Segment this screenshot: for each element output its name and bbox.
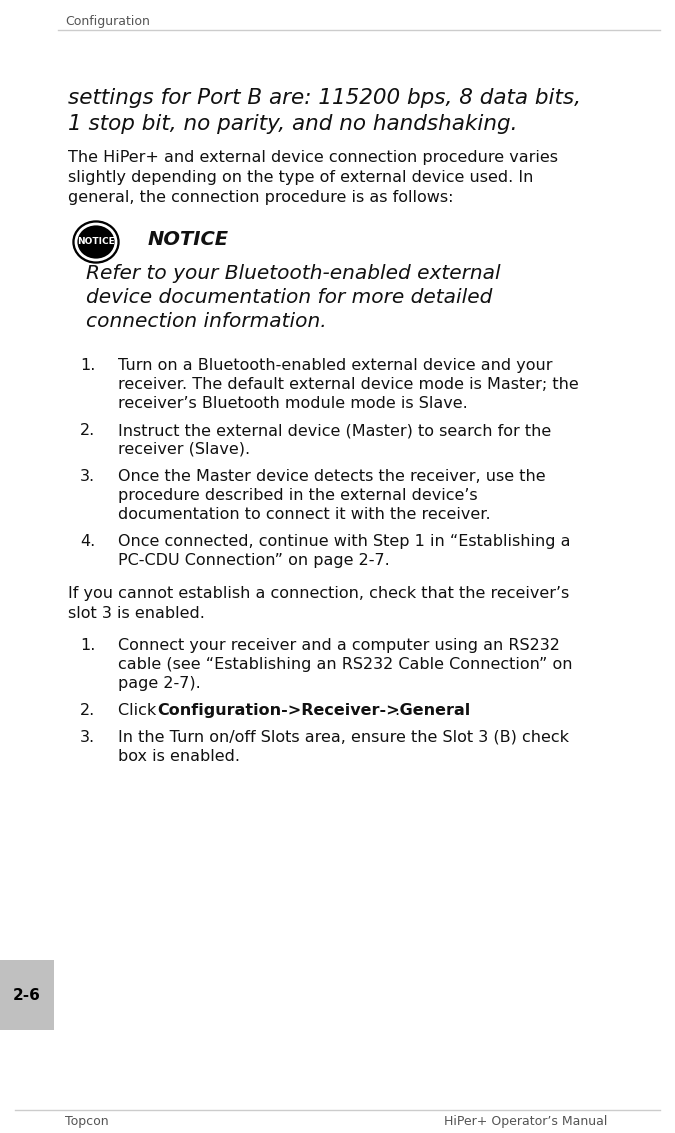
Text: Connect your receiver and a computer using an RS232: Connect your receiver and a computer usi… bbox=[118, 638, 560, 653]
Text: NOTICE: NOTICE bbox=[77, 238, 115, 247]
Text: HiPer+ Operator’s Manual: HiPer+ Operator’s Manual bbox=[443, 1116, 607, 1128]
Text: procedure described in the external device’s: procedure described in the external devi… bbox=[118, 488, 478, 503]
Text: In the Turn on/off Slots area, ensure the Slot 3 (B) check: In the Turn on/off Slots area, ensure th… bbox=[118, 730, 569, 746]
Text: Click: Click bbox=[118, 702, 161, 718]
Text: Turn on a Bluetooth-enabled external device and your: Turn on a Bluetooth-enabled external dev… bbox=[118, 358, 553, 373]
Text: NOTICE: NOTICE bbox=[148, 230, 229, 249]
Text: Refer to your Bluetooth-enabled external: Refer to your Bluetooth-enabled external bbox=[86, 264, 501, 283]
FancyBboxPatch shape bbox=[0, 960, 54, 1030]
Text: receiver’s Bluetooth module mode is Slave.: receiver’s Bluetooth module mode is Slav… bbox=[118, 397, 468, 411]
Text: 1.: 1. bbox=[80, 638, 95, 653]
Text: slot 3 is enabled.: slot 3 is enabled. bbox=[68, 606, 205, 621]
Text: Once connected, continue with Step 1 in “Establishing a: Once connected, continue with Step 1 in … bbox=[118, 534, 570, 550]
Text: The HiPer+ and external device connection procedure varies: The HiPer+ and external device connectio… bbox=[68, 150, 558, 165]
Text: general, the connection procedure is as follows:: general, the connection procedure is as … bbox=[68, 190, 454, 205]
Text: slightly depending on the type of external device used. In: slightly depending on the type of extern… bbox=[68, 170, 533, 185]
Text: cable (see “Establishing an RS232 Cable Connection” on: cable (see “Establishing an RS232 Cable … bbox=[118, 657, 572, 672]
Text: receiver. The default external device mode is Master; the: receiver. The default external device mo… bbox=[118, 377, 578, 392]
Text: Topcon: Topcon bbox=[65, 1116, 109, 1128]
Text: PC-CDU Connection” on page 2-7.: PC-CDU Connection” on page 2-7. bbox=[118, 553, 389, 568]
Text: If you cannot establish a connection, check that the receiver’s: If you cannot establish a connection, ch… bbox=[68, 586, 569, 600]
Text: .: . bbox=[394, 702, 399, 718]
Text: Once the Master device detects the receiver, use the: Once the Master device detects the recei… bbox=[118, 469, 545, 484]
Text: documentation to connect it with the receiver.: documentation to connect it with the rec… bbox=[118, 506, 491, 522]
Text: 2.: 2. bbox=[80, 702, 95, 718]
Text: 3.: 3. bbox=[80, 730, 95, 746]
Text: 1 stop bit, no parity, and no handshaking.: 1 stop bit, no parity, and no handshakin… bbox=[68, 114, 518, 134]
Text: box is enabled.: box is enabled. bbox=[118, 749, 240, 764]
Ellipse shape bbox=[76, 224, 116, 259]
Text: settings for Port B are: 115200 bps, 8 data bits,: settings for Port B are: 115200 bps, 8 d… bbox=[68, 88, 581, 108]
Text: 3.: 3. bbox=[80, 469, 95, 484]
Text: Instruct the external device (Master) to search for the: Instruct the external device (Master) to… bbox=[118, 423, 551, 438]
Text: receiver (Slave).: receiver (Slave). bbox=[118, 442, 250, 457]
Text: 2.: 2. bbox=[80, 423, 95, 438]
Text: page 2-7).: page 2-7). bbox=[118, 676, 200, 691]
Text: device documentation for more detailed: device documentation for more detailed bbox=[86, 288, 492, 307]
Text: 4.: 4. bbox=[80, 534, 95, 550]
Text: connection information.: connection information. bbox=[86, 312, 327, 331]
Text: Configuration: Configuration bbox=[65, 16, 150, 28]
Text: 2-6: 2-6 bbox=[13, 988, 41, 1003]
Text: 1.: 1. bbox=[80, 358, 95, 373]
Text: Configuration->Receiver->General: Configuration->Receiver->General bbox=[157, 702, 470, 718]
Ellipse shape bbox=[73, 221, 119, 263]
